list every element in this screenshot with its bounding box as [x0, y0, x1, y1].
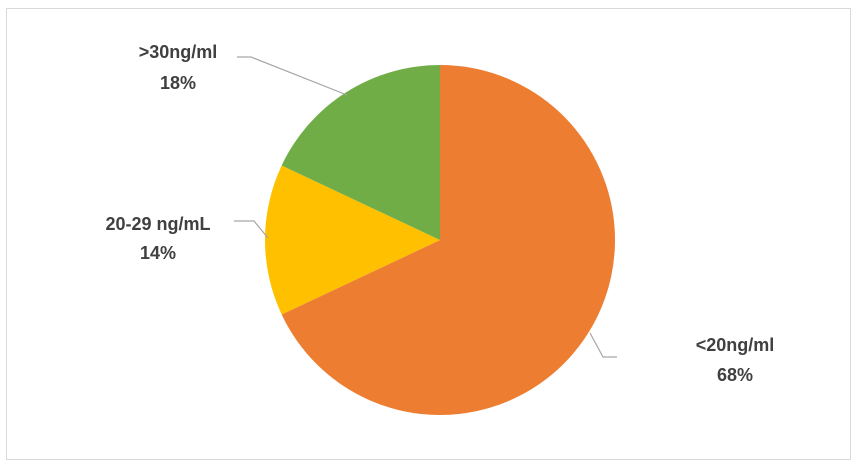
leader-lines — [234, 56, 617, 358]
slice-label-lt20: <20ng/ml — [696, 335, 775, 355]
leader-line-lt20 — [589, 332, 617, 358]
slice-lt20 — [281, 65, 616, 415]
slice-gt30 — [281, 65, 440, 240]
slice-value-gt30: 18% — [160, 73, 196, 93]
slice-20-29 — [265, 165, 440, 315]
leader-line-20-29 — [234, 220, 269, 239]
leader-line-gt30 — [237, 56, 348, 96]
slice-label-20-29: 20-29 ng/mL — [105, 214, 210, 234]
pie-slices — [265, 65, 616, 415]
slice-label-gt30: >30ng/ml — [139, 42, 218, 62]
slice-value-20-29: 14% — [140, 243, 176, 263]
slice-value-lt20: 68% — [717, 365, 753, 385]
